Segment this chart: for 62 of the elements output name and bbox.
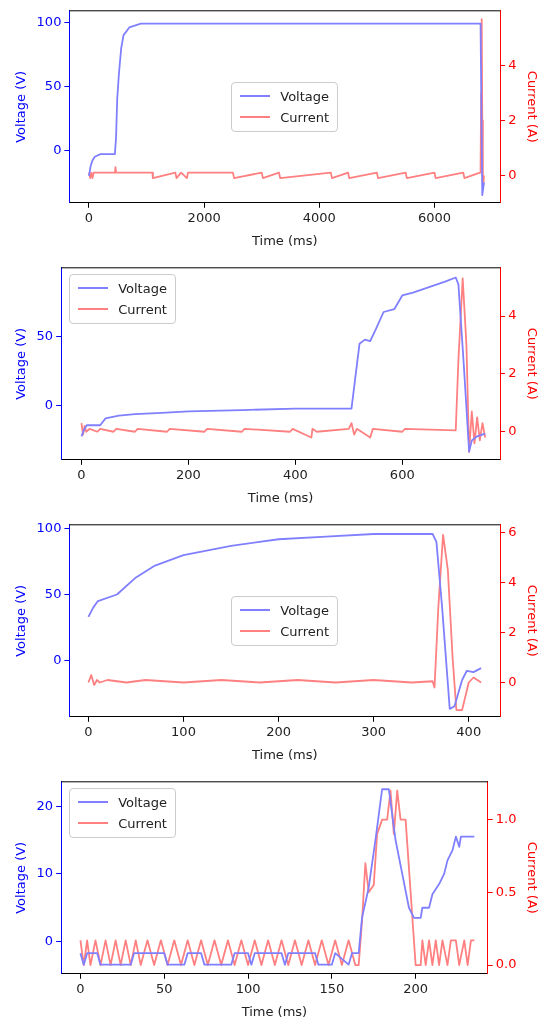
y2-tick-label: 2	[508, 365, 517, 381]
y2-tick-label: 4	[508, 573, 517, 589]
y-tick-label: 50	[44, 585, 62, 601]
y2-tick-label: 0	[508, 166, 517, 182]
x-tick-label: 200	[403, 980, 429, 996]
x-tick-label: 4000	[302, 209, 336, 225]
y2-axis-title: Current (A)	[524, 841, 540, 914]
x-tick-label: 50	[155, 980, 173, 996]
y2-tick-label: 0.0	[495, 956, 517, 972]
y2-tick-label: 0.5	[495, 883, 517, 899]
legend-label: Voltage	[118, 794, 167, 810]
y-tick-label: 0	[53, 651, 62, 667]
y-axis-title: Voltage (V)	[13, 327, 29, 400]
y2-tick-label: 0	[508, 673, 517, 689]
x-axis-title: Time (ms)	[251, 746, 318, 762]
y-tick-label: 0	[53, 141, 62, 157]
y-tick-label: 20	[36, 797, 54, 813]
x-tick-label: 100	[235, 980, 261, 996]
y-tick-label: 0	[44, 933, 54, 949]
x-axis-title: Time (ms)	[246, 489, 314, 505]
y2-axis-title: Current (A)	[524, 584, 540, 657]
y-tick-label: 0	[44, 397, 54, 413]
legend-label: Current	[118, 301, 167, 317]
x-tick-label: 0	[77, 466, 86, 482]
x-tick-label: 200	[175, 466, 201, 482]
y-tick-label: 100	[36, 13, 62, 29]
y2-axis-title: Current (A)	[524, 70, 540, 143]
x-tick-label: 0	[84, 723, 93, 739]
x-tick-label: 6000	[417, 209, 452, 225]
y-tick-label: 50	[36, 328, 54, 344]
legend-label: Voltage	[280, 88, 330, 104]
x-axis-title: Time (ms)	[240, 1003, 308, 1019]
legend-label: Current	[118, 815, 167, 831]
y2-tick-label: 4	[508, 57, 517, 73]
y-tick-label: 100	[36, 520, 62, 536]
y2-tick-label: 0	[508, 423, 517, 439]
y2-tick-label: 6	[508, 523, 517, 539]
y2-tick-label: 4	[508, 307, 517, 323]
x-tick-label: 200	[266, 723, 291, 739]
x-tick-label: 400	[456, 723, 482, 739]
x-axis-title: Time (ms)	[251, 232, 318, 248]
y-tick-label: 50	[44, 77, 62, 93]
x-tick-label: 600	[389, 466, 415, 482]
y-axis-title: Voltage (V)	[13, 70, 29, 143]
x-tick-label: 150	[319, 980, 345, 996]
y-axis-title: Voltage (V)	[13, 584, 29, 657]
legend-label: Voltage	[118, 280, 167, 296]
x-tick-label: 0	[76, 980, 85, 996]
x-tick-label: 2000	[187, 209, 221, 225]
y2-tick-label: 1.0	[495, 810, 517, 826]
x-tick-label: 300	[361, 723, 387, 739]
y2-axis-title: Current (A)	[524, 327, 540, 400]
legend-label: Current	[280, 623, 330, 639]
x-tick-label: 100	[171, 723, 196, 739]
legend-label: Current	[280, 109, 330, 125]
y2-tick-label: 2	[508, 111, 517, 127]
y2-tick-label: 2	[508, 623, 517, 639]
x-tick-label: 0	[84, 209, 94, 225]
y-axis-title: Voltage (V)	[13, 841, 29, 914]
x-tick-label: 400	[282, 466, 308, 482]
legend-label: Voltage	[280, 602, 330, 618]
y-tick-label: 10	[36, 865, 54, 881]
